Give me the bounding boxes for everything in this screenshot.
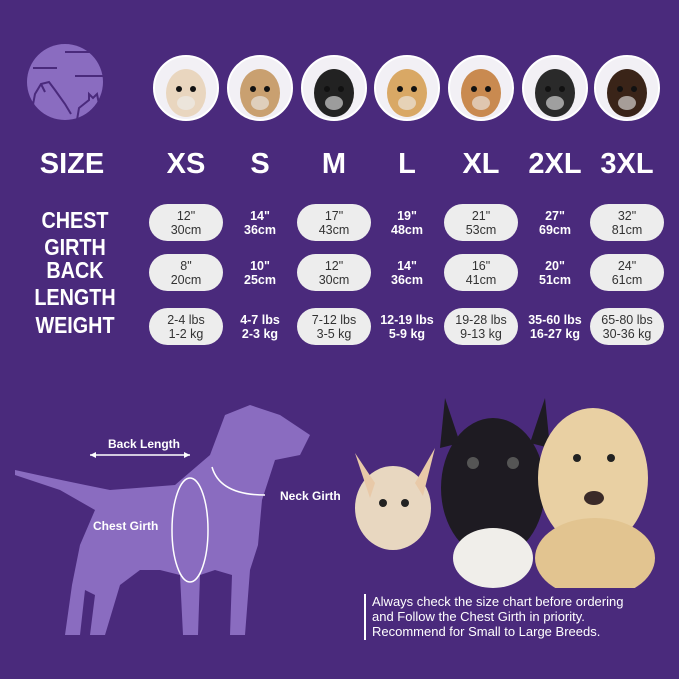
size-header-2xl: 2XL	[528, 148, 582, 180]
size-cell: 19" 48cm	[391, 208, 423, 237]
dog-photo-3xl	[594, 55, 660, 121]
dog-silhouette	[15, 405, 310, 635]
size-cell: 8" 20cm	[149, 254, 223, 291]
size-cell: 14" 36cm	[244, 208, 276, 237]
dog-photo-s	[227, 55, 293, 121]
row-label: WEIGHT	[35, 312, 115, 338]
size-header-label: SIZE	[39, 148, 105, 180]
size-cell: 2-4 lbs 1-2 kg	[149, 308, 223, 345]
size-header-3xl: 3XL	[600, 148, 654, 180]
dog-photo-l	[374, 55, 440, 121]
dog-photo-2xl	[522, 55, 588, 121]
chest-girth-label: Chest Girth	[93, 519, 159, 533]
dog-silhouette-diagram	[15, 405, 310, 635]
size-cell: 17" 43cm	[297, 204, 371, 241]
row-label: CHEST GIRTH	[41, 207, 109, 260]
size-cell: 21" 53cm	[444, 204, 518, 241]
note-divider	[364, 594, 366, 640]
size-cell: 65-80 lbs 30-36 kg	[590, 308, 664, 345]
size-cell: 16" 41cm	[444, 254, 518, 291]
size-cell: 14" 36cm	[391, 258, 423, 287]
size-cell: 12" 30cm	[149, 204, 223, 241]
brand-logo	[27, 44, 103, 121]
size-cell: 4-7 lbs 2-3 kg	[240, 312, 280, 341]
back-length-label: Back Length	[108, 437, 181, 451]
note-line: Always check the size chart before order…	[372, 594, 624, 609]
size-cell: 10" 25cm	[244, 258, 276, 287]
sizing-note: Always check the size chart before order…	[372, 594, 623, 639]
size-cell: 12-19 lbs 5-9 kg	[380, 312, 434, 341]
dog-photo-xl	[448, 55, 514, 121]
size-cell: 12" 30cm	[297, 254, 371, 291]
note-line: Recommend for Small to Large Breeds.	[372, 624, 601, 639]
row-label: BACK LENGTH	[34, 257, 116, 310]
size-header-s: S	[250, 148, 270, 180]
size-cell: 20" 51cm	[539, 258, 571, 287]
size-header-m: M	[321, 148, 347, 180]
size-cell: 7-12 lbs 3-5 kg	[297, 308, 371, 345]
size-cell: 27" 69cm	[539, 208, 571, 237]
size-header-l: L	[398, 148, 416, 180]
three-dogs-photo	[355, 398, 655, 588]
size-cell: 19-28 lbs 9-13 kg	[444, 308, 518, 345]
size-cell: 35-60 lbs 16-27 kg	[528, 312, 582, 341]
size-header-xs: XS	[166, 148, 206, 180]
neck-girth-label: Neck Girth	[280, 489, 341, 503]
size-header-xl: XL	[462, 148, 500, 180]
dog-photo-m	[301, 55, 367, 121]
size-cell: 24" 61cm	[590, 254, 664, 291]
dog-cat-logo-icon	[31, 51, 103, 121]
dog-photo-xs	[153, 55, 219, 121]
note-line: and Follow the Chest Girth in priority.	[372, 609, 585, 624]
size-cell: 32" 81cm	[590, 204, 664, 241]
